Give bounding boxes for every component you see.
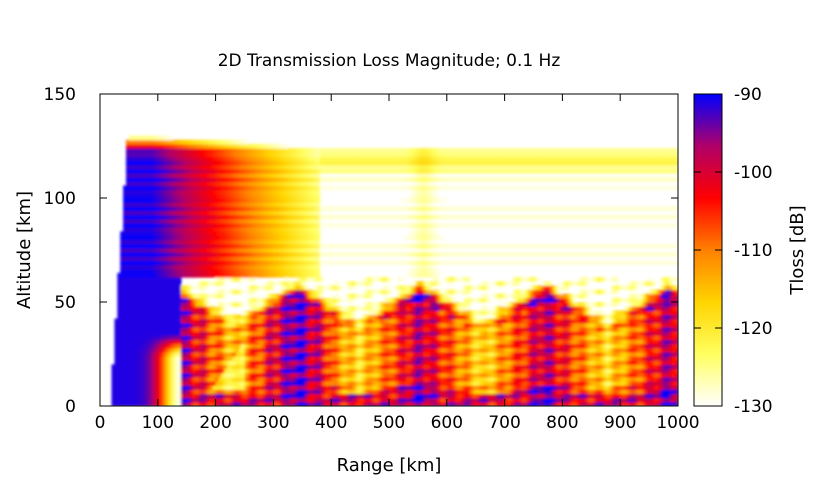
colorbar: -90 -100 -110 -120 -130 Tloss [dB] — [693, 85, 808, 417]
x-tick-label: 800 — [546, 413, 578, 433]
heatmap — [111, 135, 678, 406]
colorbar-tick-label: -90 — [734, 85, 762, 105]
x-tick-label: 700 — [488, 413, 520, 433]
colorbar-label: Tloss [dB] — [787, 205, 808, 295]
y-tick-label: 0 — [65, 397, 76, 417]
y-axis: 0 50 100 150 — [44, 85, 678, 417]
colorbar-tick-label: -130 — [734, 397, 773, 417]
x-tick-label: 600 — [431, 413, 463, 433]
x-tick-label: 100 — [142, 413, 174, 433]
x-tick-label: 400 — [315, 413, 347, 433]
x-tick-label: 900 — [604, 413, 636, 433]
y-tick-label: 150 — [44, 85, 76, 105]
colorbar-tick-label: -120 — [734, 319, 773, 339]
y-axis-label: Altitude [km] — [14, 191, 35, 309]
x-axis-label: Range [km] — [337, 455, 442, 476]
x-tick-label: 0 — [95, 413, 106, 433]
x-tick-label: 1000 — [656, 413, 699, 433]
x-tick-label: 500 — [373, 413, 405, 433]
x-tick-label: 300 — [257, 413, 289, 433]
x-axis: 0 100 200 300 400 500 600 700 800 900 1000 — [95, 94, 700, 433]
x-tick-label: 200 — [199, 413, 231, 433]
y-tick-label: 100 — [44, 189, 76, 209]
chart-title: 2D Transmission Loss Magnitude; 0.1 Hz — [218, 51, 561, 71]
colorbar-ticks: -90 -100 -110 -120 -130 — [694, 85, 773, 417]
colorbar-tick-label: -100 — [734, 163, 773, 183]
y-tick-label: 50 — [54, 293, 76, 313]
colorbar-tick-label: -110 — [734, 241, 773, 261]
